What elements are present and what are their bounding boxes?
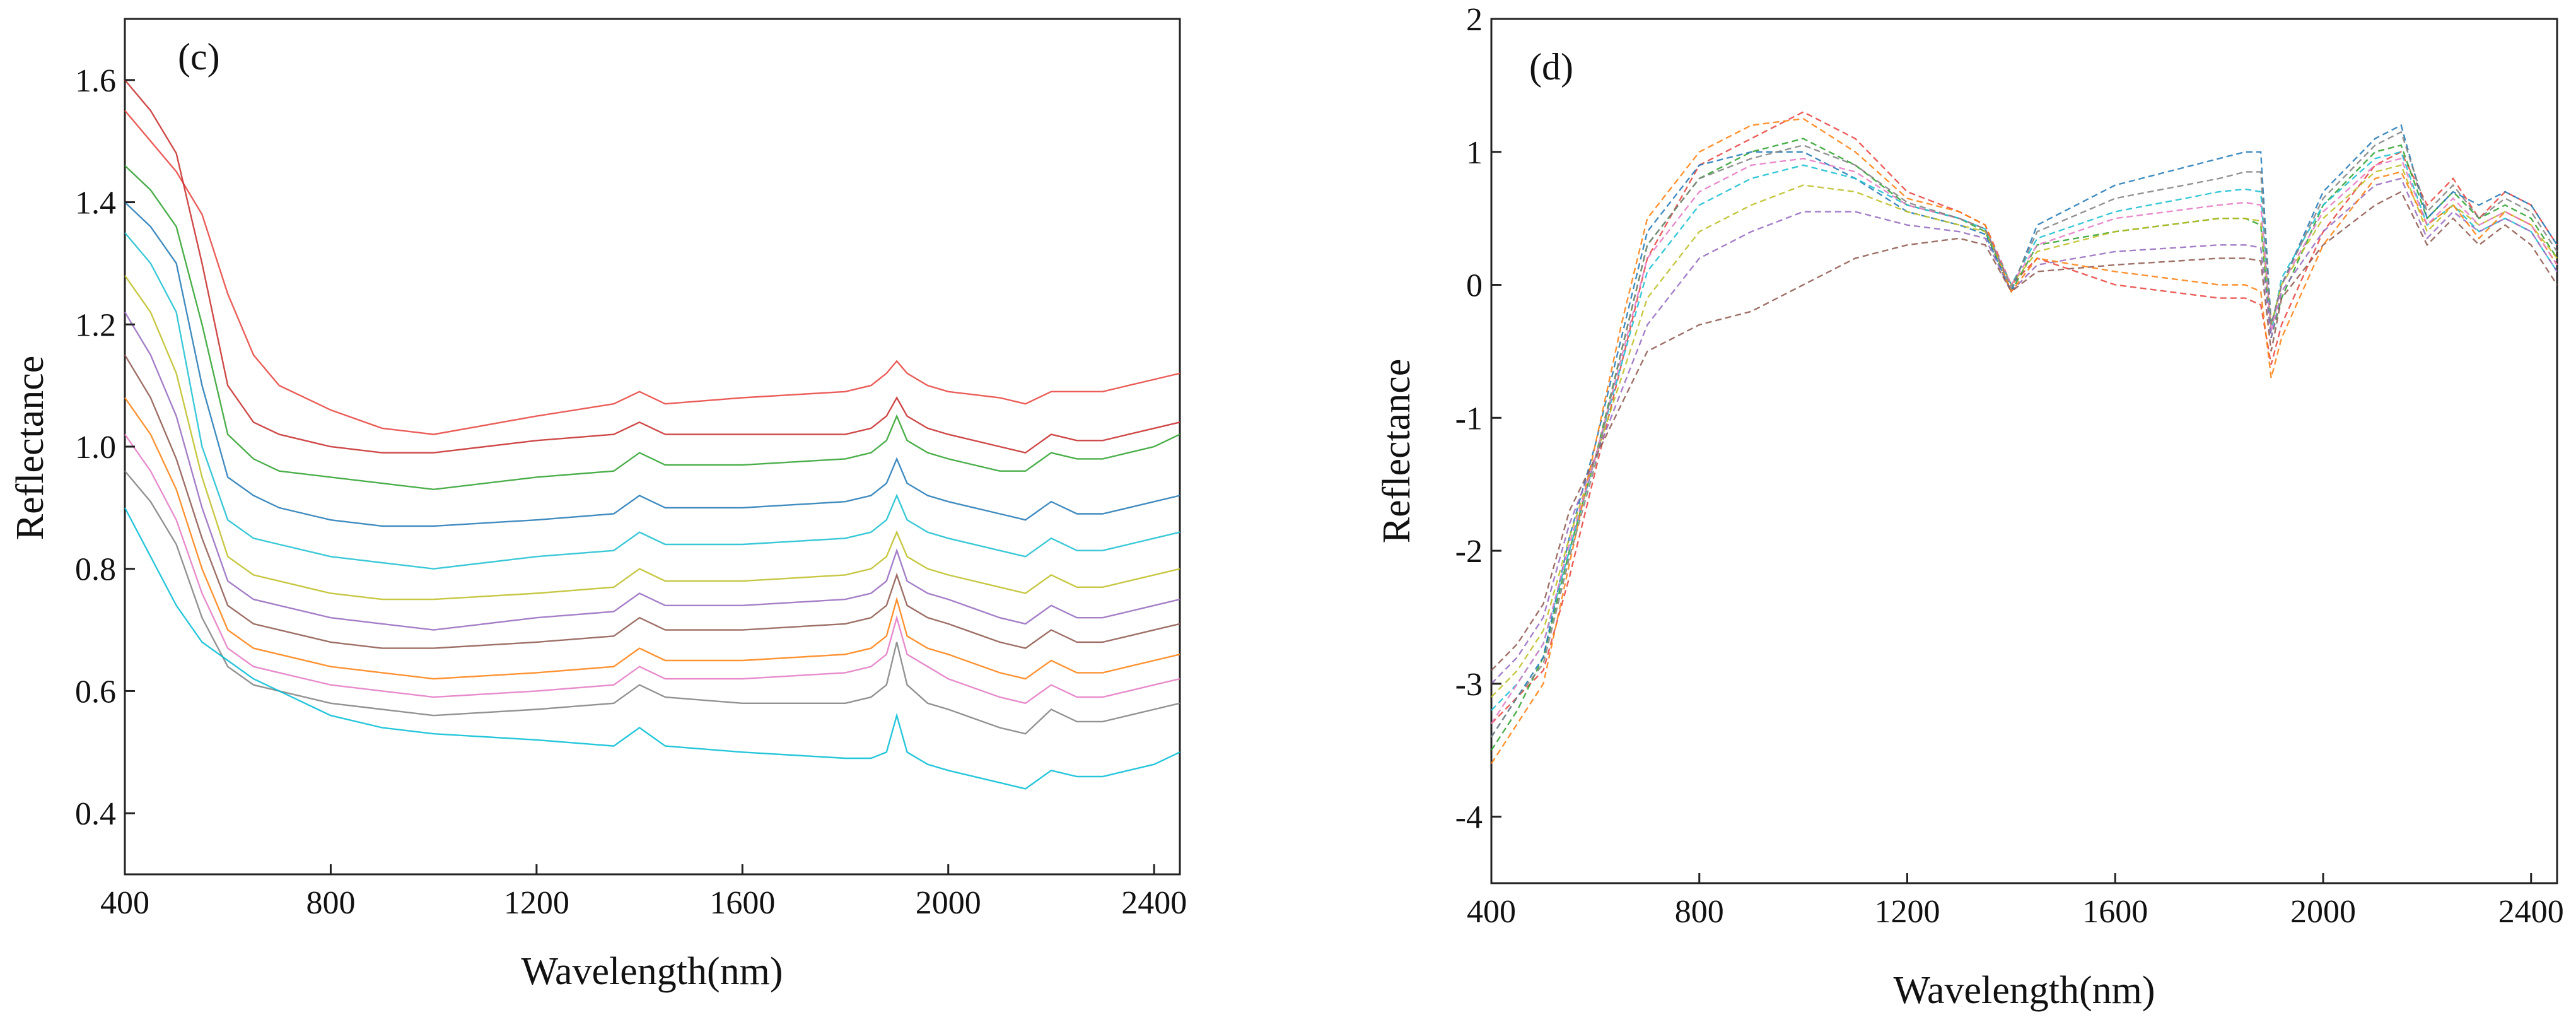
panel-d-series-line-2: snv-2 bbox=[1490, 138, 2558, 751]
panel-d-label: (d) bbox=[1529, 46, 1573, 88]
panel-d-series-line-1: snv-1 bbox=[1491, 111, 2558, 724]
panel-c-y-axis-title: Reflectance bbox=[9, 356, 52, 541]
panel-c-series-line-4: spectrum-4 bbox=[124, 232, 1180, 570]
panel-c-y-tick-label: 0.4 bbox=[75, 796, 116, 832]
panel-d-series-line-3: snv-3 bbox=[1490, 124, 2558, 737]
panel-c-series-line-11: spectrum-11 bbox=[124, 507, 1180, 790]
panel-d-series-line-5: snv-5 bbox=[1491, 164, 2558, 698]
panel-d-x-tick-label: 2400 bbox=[2498, 894, 2564, 930]
panel-c-reflectance-chart: spectrum-1spectrum-2spectrum-3spectrum-4… bbox=[9, 18, 1187, 993]
panel-c-x-tick-label: 1600 bbox=[709, 885, 775, 921]
panel-c-label: (c) bbox=[178, 36, 220, 78]
panel-c-series-line-5: spectrum-5 bbox=[124, 275, 1180, 601]
panel-c-x-tick-label: 1200 bbox=[504, 885, 569, 921]
panel-d-series-line-10: snv-10 bbox=[1490, 131, 2558, 737]
panel-c-series-line-7: spectrum-7 bbox=[124, 355, 1180, 649]
panel-d-series-line-8: snv-8 bbox=[1490, 117, 2558, 764]
panel-d-x-tick-label: 400 bbox=[1467, 894, 1516, 930]
panel-c-y-tick-label: 0.8 bbox=[75, 552, 116, 588]
panel-c-series-line-9: spectrum-9 bbox=[124, 433, 1180, 705]
panel-d-y-axis-title: Reflectance bbox=[1375, 359, 1418, 544]
panel-d-x-tick-label: 2000 bbox=[2290, 894, 2356, 930]
panel-d-series-group: snv-1snv-2snv-3snv-4snv-5snv-6snv-7snv-8… bbox=[1490, 111, 2558, 764]
panel-c-series-line-12: spectrum-12 bbox=[124, 79, 1180, 454]
panel-d-series-line-9: snv-9 bbox=[1490, 157, 2558, 724]
panel-c-series-line-2: spectrum-2 bbox=[124, 165, 1180, 491]
panel-c-y-tick-label: 1.2 bbox=[75, 307, 116, 343]
panel-d-reflectance-chart: snv-1snv-2snv-3snv-4snv-5snv-6snv-7snv-8… bbox=[1375, 2, 2564, 1012]
panel-c-y-tick-label: 1.4 bbox=[75, 185, 116, 221]
panel-d-series-line-4: snv-4 bbox=[1491, 151, 2558, 711]
panel-d-y-tick-label: 0 bbox=[1466, 268, 1483, 304]
panel-c-y-tick-label: 0.6 bbox=[75, 674, 116, 710]
panel-d-x-axis-title: Wavelength(nm) bbox=[1893, 969, 2155, 1012]
panel-d-x-ticks: 400 800 1200 1600 2000 2400 bbox=[1467, 873, 2564, 930]
panel-d-x-tick-label: 1200 bbox=[1875, 894, 1940, 930]
panel-c-series-line-10: spectrum-10 bbox=[124, 470, 1180, 735]
panel-d-y-ticks: -4 -3 -2 -1 0 1 2 bbox=[1455, 2, 1501, 836]
panel-c-series-line-3: spectrum-3 bbox=[124, 201, 1180, 527]
panel-c-x-ticks: 400 800 1200 1600 2000 2400 bbox=[100, 864, 1187, 921]
panel-c-y-ticks: 0.4 0.6 0.8 1.0 1.2 1.4 1.6 bbox=[75, 63, 135, 832]
panel-d-plot-frame bbox=[1490, 18, 2558, 884]
panel-d-y-tick-label: -4 bbox=[1455, 800, 1483, 836]
panel-d-y-tick-label: -2 bbox=[1455, 534, 1483, 570]
panel-c-series-line-6: spectrum-6 bbox=[124, 312, 1180, 631]
panel-c-series-group: spectrum-1spectrum-2spectrum-3spectrum-4… bbox=[124, 79, 1180, 790]
panel-d-y-tick-label: -3 bbox=[1455, 667, 1483, 703]
panel-d-y-tick-label: -1 bbox=[1455, 401, 1483, 437]
panel-c-y-tick-label: 1.0 bbox=[75, 430, 116, 466]
panel-d-series-line-6: snv-6 bbox=[1491, 177, 2558, 684]
panel-c-x-tick-label: 800 bbox=[306, 885, 355, 921]
panel-d-y-tick-label: 2 bbox=[1466, 2, 1483, 38]
panel-c-x-tick-label: 2400 bbox=[1121, 885, 1187, 921]
panel-d-x-tick-label: 800 bbox=[1675, 894, 1724, 930]
panel-c-x-axis-title: Wavelength(nm) bbox=[521, 950, 783, 993]
panel-d-x-tick-label: 1600 bbox=[2082, 894, 2148, 930]
panel-c-plot-frame bbox=[124, 18, 1181, 876]
panel-d-series-line-7: snv-7 bbox=[1491, 191, 2558, 671]
panel-c-series-line-8: spectrum-8 bbox=[124, 397, 1180, 680]
panel-c-y-tick-label: 1.6 bbox=[75, 63, 116, 99]
panel-d-y-tick-label: 1 bbox=[1466, 135, 1483, 171]
panel-c-x-tick-label: 400 bbox=[100, 885, 149, 921]
panel-c-series-line-1: spectrum-1 bbox=[124, 110, 1180, 435]
panel-c-x-tick-label: 2000 bbox=[916, 885, 981, 921]
